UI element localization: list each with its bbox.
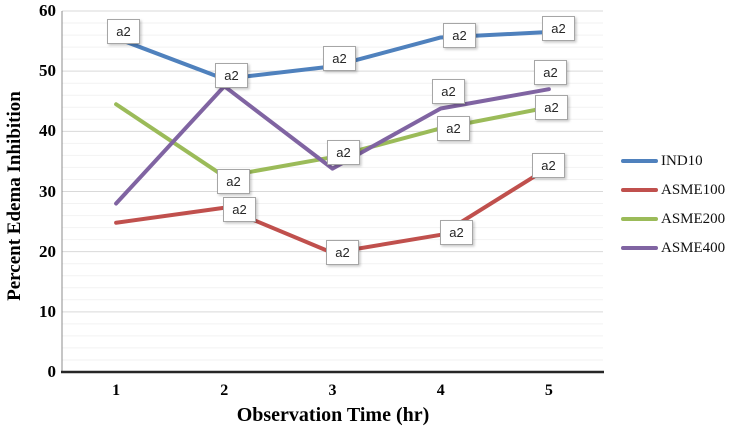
series-line-ASME400 (114, 84, 551, 206)
legend-label-ASME100: ASME100 (661, 181, 726, 198)
annotation-ASME100-hr3: a2 (326, 240, 359, 265)
legend-item-ASME200: ASME200 (621, 208, 725, 230)
x-tick-label-1: 1 (112, 382, 121, 399)
annotation-IND10-hr3: a2 (323, 46, 356, 71)
annotation-ASME200-hr2: a2 (217, 169, 250, 194)
legend-swatch-ASME100 (621, 188, 658, 192)
legend-item-ASME100: ASME100 (621, 179, 725, 201)
legend-label-ASME200: ASME200 (661, 210, 726, 227)
legend-swatch-ASME400 (621, 246, 658, 250)
legend-label-IND10: IND10 (661, 152, 703, 169)
x-tick-label-3: 3 (328, 382, 337, 399)
annotation-ASME100-hr5: a2 (532, 153, 565, 178)
annotation-ASME200-hr5: a2 (535, 95, 568, 120)
annotation-ASME100-hr2: a2 (223, 197, 256, 222)
annotation-ASME100-hr4: a2 (440, 220, 473, 245)
legend-item-ASME400: ASME400 (621, 237, 725, 259)
y-tick-label-30: 30 (39, 181, 56, 201)
legend-item-IND10: IND10 (621, 150, 725, 172)
legend-swatch-IND10 (621, 159, 658, 163)
annotation-ASME200-hr4: a2 (437, 116, 470, 141)
legend-label-ASME400: ASME400 (661, 239, 726, 256)
y-tick-label-10: 10 (39, 301, 56, 321)
legend-swatch-ASME200 (621, 217, 658, 221)
x-axis-title: Observation Time (hr) (236, 404, 430, 426)
y-tick-label-40: 40 (39, 121, 56, 141)
annotation-IND10-hr5: a2 (542, 16, 575, 41)
annotation-ASME400-hr5: a2 (534, 60, 567, 85)
annotation-IND10-hr1: a2 (107, 19, 140, 44)
annotation-ASME400-hr4: a2 (432, 79, 465, 104)
x-tick-label-4: 4 (436, 382, 445, 399)
y-tick-label-0: 0 (47, 362, 57, 381)
y-axis-title: Percent Edema Inhibition (4, 91, 25, 301)
x-tick-label-5: 5 (544, 382, 553, 399)
annotation-IND10-hr4: a2 (443, 23, 476, 48)
annotation-IND10-hr2: a2 (215, 63, 248, 88)
x-tick-label-2: 2 (220, 382, 229, 399)
legend: IND10 ASME100 ASME200 ASME400 (621, 150, 725, 266)
y-tick-label-50: 50 (39, 61, 56, 81)
y-tick-label-20: 20 (39, 241, 56, 261)
y-tick-label-60: 60 (39, 1, 56, 20)
annotation-ASME200-hr3: a2 (327, 140, 360, 165)
